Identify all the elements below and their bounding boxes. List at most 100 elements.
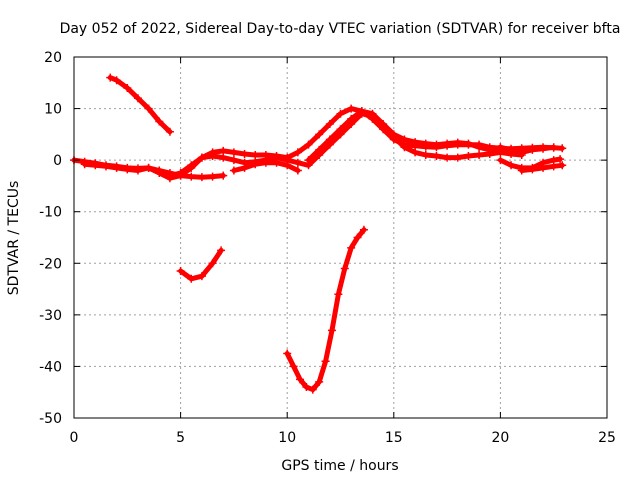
data-point: [176, 171, 185, 180]
data-point: [165, 127, 174, 136]
y-tick-label: 20: [44, 50, 62, 66]
data-point: [334, 290, 343, 299]
data-point: [293, 158, 302, 167]
data-point: [359, 225, 368, 234]
data-layer: [70, 73, 567, 394]
data-point: [411, 148, 420, 157]
data-point: [289, 362, 298, 371]
data-point: [229, 156, 238, 165]
data-point: [208, 259, 217, 268]
data-point: [549, 143, 558, 152]
data-point: [496, 156, 505, 165]
data-point: [321, 357, 330, 366]
data-point: [353, 233, 362, 242]
x-tick-label: 25: [598, 430, 616, 446]
series-line: [306, 108, 557, 163]
data-point: [421, 139, 430, 148]
data-point: [123, 165, 132, 174]
y-axis-label: SDTVAR / TECUs: [6, 181, 22, 296]
data-point: [453, 153, 462, 162]
data-point: [308, 385, 317, 394]
data-point: [453, 138, 462, 147]
data-point: [176, 267, 185, 276]
grid: [74, 57, 607, 418]
data-point: [485, 145, 494, 154]
data-point: [558, 144, 567, 153]
data-point: [219, 146, 228, 155]
data-point: [327, 326, 336, 335]
data-point: [302, 383, 311, 392]
data-point: [340, 264, 349, 273]
x-tick-label: 5: [176, 430, 185, 446]
data-point: [240, 149, 249, 158]
data-point: [347, 114, 356, 123]
data-point: [101, 162, 110, 171]
data-point: [475, 143, 484, 152]
data-point: [304, 140, 313, 149]
data-point: [106, 73, 115, 82]
data-point: [123, 83, 132, 92]
plot-frame: [73, 56, 608, 419]
data-point: [549, 162, 558, 171]
data-point: [261, 158, 270, 167]
x-tick-label: 20: [491, 430, 509, 446]
data-point: [112, 76, 121, 85]
y-tick-label: 10: [44, 102, 62, 118]
data-point: [357, 107, 366, 116]
y-tick-label: -30: [39, 308, 62, 324]
data-point: [272, 158, 281, 167]
data-point: [528, 165, 537, 174]
data-point: [315, 130, 324, 139]
series-line: [107, 75, 173, 135]
data-point: [432, 152, 441, 161]
data-point: [507, 145, 516, 154]
data-point: [144, 163, 153, 172]
data-point: [464, 152, 473, 161]
data-point: [197, 153, 206, 162]
data-point: [293, 148, 302, 157]
data-point: [133, 94, 142, 103]
data-point: [315, 145, 324, 154]
data-point: [229, 166, 238, 175]
data-point: [558, 161, 567, 170]
data-point: [187, 172, 196, 181]
data-point: [400, 143, 409, 152]
data-point: [187, 274, 196, 283]
data-point: [443, 153, 452, 162]
data-point: [208, 172, 217, 181]
data-point: [144, 104, 153, 113]
data-point: [528, 145, 537, 154]
series-arc-dip: [283, 225, 368, 394]
x-tick-label: 10: [278, 430, 296, 446]
data-point: [217, 246, 226, 255]
data-point: [133, 166, 142, 175]
data-point: [283, 349, 292, 358]
series-arc-mid-low: [176, 246, 226, 283]
x-axis: 0 5 10 15 20 25: [70, 57, 616, 446]
data-point: [556, 155, 565, 164]
data-point: [421, 150, 430, 159]
data-point: [219, 153, 228, 162]
data-point: [208, 152, 217, 161]
data-point: [229, 148, 238, 157]
data-point: [251, 160, 260, 169]
data-point: [336, 109, 345, 118]
series-arc-short-b: [229, 158, 302, 175]
series-line: [178, 247, 224, 282]
data-point: [347, 104, 356, 113]
data-point: [432, 140, 441, 149]
data-point: [475, 150, 484, 159]
data-point: [389, 130, 398, 139]
data-point: [517, 166, 526, 175]
data-point: [539, 163, 548, 172]
data-point: [293, 166, 302, 175]
data-point: [325, 120, 334, 129]
data-point: [325, 135, 334, 144]
data-point: [539, 144, 548, 153]
data-point: [283, 161, 292, 170]
data-point: [165, 169, 174, 178]
data-point: [155, 117, 164, 126]
data-point: [112, 163, 121, 172]
x-axis-label: GPS time / hours: [281, 458, 398, 474]
y-tick-label: 0: [53, 153, 62, 169]
